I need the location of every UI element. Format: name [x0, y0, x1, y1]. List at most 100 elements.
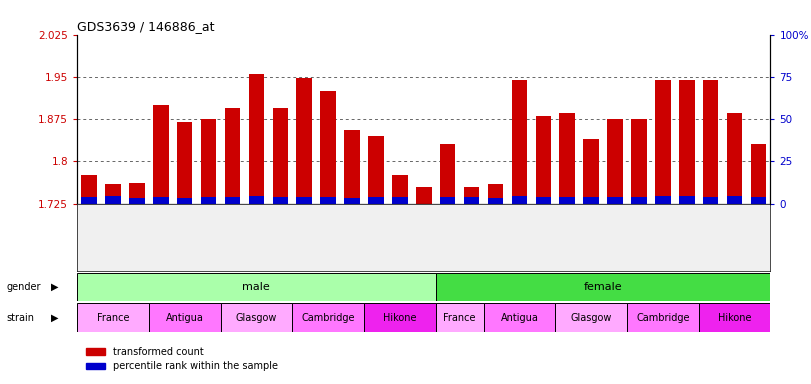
- Text: GSM231211: GSM231211: [157, 204, 165, 249]
- Bar: [225, 197, 240, 204]
- Text: GSM231221: GSM231221: [611, 204, 620, 249]
- Text: Glasgow: Glasgow: [236, 313, 277, 323]
- Text: GSM231224: GSM231224: [324, 204, 333, 250]
- Bar: [292, 303, 364, 332]
- Bar: [392, 197, 408, 204]
- Bar: [81, 197, 97, 204]
- Text: GSM231206: GSM231206: [109, 204, 118, 250]
- Bar: [483, 303, 556, 332]
- Bar: [272, 108, 288, 204]
- Bar: [297, 78, 312, 204]
- Text: ▶: ▶: [51, 313, 59, 323]
- Bar: [77, 303, 148, 332]
- Bar: [699, 303, 770, 332]
- Bar: [368, 136, 384, 204]
- Bar: [249, 74, 264, 204]
- Bar: [392, 175, 408, 204]
- Text: GSM231214: GSM231214: [515, 204, 524, 250]
- Text: GSM231227: GSM231227: [682, 204, 691, 250]
- Text: GSM231210: GSM231210: [491, 204, 500, 250]
- Text: ▶: ▶: [51, 282, 59, 292]
- Bar: [81, 175, 97, 204]
- Text: Hikone: Hikone: [718, 313, 751, 323]
- Bar: [440, 197, 456, 204]
- Text: GSM231229: GSM231229: [371, 204, 380, 250]
- Text: Antigua: Antigua: [500, 313, 539, 323]
- Text: France: France: [97, 313, 129, 323]
- Bar: [627, 303, 699, 332]
- Text: GSM231212: GSM231212: [180, 204, 189, 249]
- Bar: [272, 197, 288, 204]
- Text: Cambridge: Cambridge: [636, 313, 689, 323]
- Bar: [727, 113, 742, 204]
- Bar: [440, 144, 456, 204]
- Bar: [535, 116, 551, 204]
- Bar: [129, 198, 144, 204]
- Bar: [320, 91, 336, 204]
- Bar: [535, 197, 551, 204]
- Text: GSM231207: GSM231207: [132, 204, 141, 250]
- Text: GSM231225: GSM231225: [348, 204, 357, 250]
- Bar: [512, 196, 527, 204]
- Text: Cambridge: Cambridge: [302, 313, 355, 323]
- Bar: [177, 198, 192, 204]
- Bar: [320, 197, 336, 204]
- Bar: [679, 79, 694, 204]
- Bar: [368, 197, 384, 204]
- Bar: [77, 273, 436, 301]
- Text: GSM231209: GSM231209: [467, 204, 476, 250]
- Bar: [129, 183, 144, 204]
- Bar: [177, 122, 192, 204]
- Text: Hikone: Hikone: [383, 313, 417, 323]
- Bar: [201, 197, 217, 204]
- Bar: [631, 197, 646, 204]
- Bar: [201, 119, 217, 204]
- Bar: [607, 119, 623, 204]
- Text: GSM231226: GSM231226: [659, 204, 667, 250]
- Bar: [679, 196, 694, 204]
- Bar: [703, 79, 719, 204]
- Bar: [751, 197, 766, 204]
- Bar: [655, 196, 671, 204]
- Text: GSM231215: GSM231215: [539, 204, 547, 250]
- Text: male: male: [242, 282, 270, 292]
- Text: strain: strain: [6, 313, 35, 323]
- Bar: [556, 303, 627, 332]
- Text: GSM231232: GSM231232: [730, 204, 739, 250]
- Bar: [631, 119, 646, 204]
- Bar: [297, 197, 312, 204]
- Bar: [225, 108, 240, 204]
- Text: GSM231218: GSM231218: [252, 204, 261, 249]
- Text: Glasgow: Glasgow: [570, 313, 611, 323]
- Bar: [487, 198, 504, 204]
- Bar: [607, 197, 623, 204]
- Bar: [105, 195, 121, 204]
- Bar: [221, 303, 292, 332]
- Bar: [727, 196, 742, 204]
- Bar: [560, 197, 575, 204]
- Bar: [560, 113, 575, 204]
- Text: GDS3639 / 146886_at: GDS3639 / 146886_at: [77, 20, 215, 33]
- Bar: [703, 197, 719, 204]
- Bar: [487, 184, 504, 204]
- Text: GSM231216: GSM231216: [563, 204, 572, 250]
- Text: GSM231219: GSM231219: [276, 204, 285, 250]
- Bar: [583, 139, 599, 204]
- Text: GSM231230: GSM231230: [395, 204, 405, 250]
- Bar: [464, 197, 479, 204]
- Text: GSM231213: GSM231213: [204, 204, 213, 250]
- Bar: [751, 144, 766, 204]
- Bar: [364, 303, 436, 332]
- Text: GSM231222: GSM231222: [634, 204, 643, 249]
- Text: France: France: [444, 313, 476, 323]
- Bar: [583, 197, 599, 204]
- Bar: [436, 273, 770, 301]
- Bar: [436, 303, 483, 332]
- Text: GSM231231: GSM231231: [419, 204, 428, 250]
- Bar: [148, 303, 221, 332]
- Bar: [105, 184, 121, 204]
- Bar: [655, 79, 671, 204]
- Text: GSM231228: GSM231228: [706, 204, 715, 249]
- Text: female: female: [584, 282, 622, 292]
- Bar: [344, 198, 360, 204]
